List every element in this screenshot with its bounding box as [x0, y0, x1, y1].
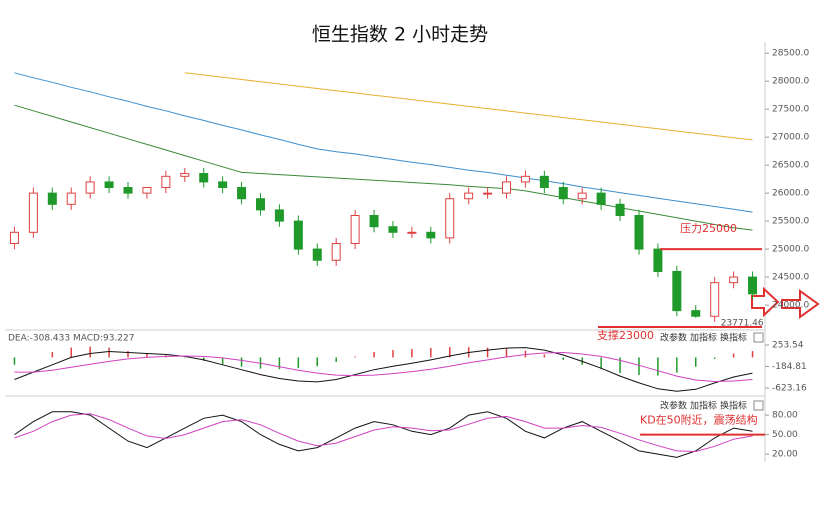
candle-body [312, 248, 322, 261]
candle-body [142, 187, 152, 194]
y-tick-label: 24500.0 [772, 273, 809, 283]
close-button [753, 332, 764, 343]
candle-body [445, 198, 455, 239]
macd-header: DEA:-308.433 MACD:93.227 [8, 334, 134, 344]
button: 换指标 [720, 332, 747, 344]
line-series [14, 72, 753, 213]
candle-body [85, 181, 95, 194]
candle-body [350, 215, 360, 244]
y-tick-label: 25500.0 [772, 217, 809, 227]
y-tick-label: 28000.0 [772, 77, 809, 87]
y-tick-label: 26000.0 [772, 189, 809, 199]
candle-body [237, 187, 247, 200]
candle-body [520, 175, 530, 183]
annotation: 压力25000 [680, 222, 737, 235]
candle-body [66, 192, 76, 205]
y-tick-label: 27500.0 [772, 105, 809, 115]
candle-body [577, 192, 587, 200]
line-series [14, 104, 753, 231]
candle-body [710, 282, 720, 317]
candle-body [123, 187, 133, 194]
candle-body [9, 231, 19, 244]
annotation: KD在50附近，震荡结构 [640, 413, 758, 427]
candle-body [369, 215, 379, 228]
candle-body [729, 276, 739, 284]
y-tick-label: 253.54 [772, 340, 804, 350]
button: 改参数 [660, 400, 687, 412]
button: 改参数 [660, 332, 687, 344]
candle-body [615, 203, 625, 217]
arrow [751, 286, 780, 318]
button: 加指标 [690, 400, 717, 412]
candle-body [407, 231, 417, 234]
line-series [184, 72, 753, 141]
line-series [14, 347, 753, 392]
annotation: 支撑23000 [597, 328, 654, 342]
y-tick-label: 27000.0 [772, 133, 809, 143]
candle-body [748, 276, 758, 295]
y-tick-label: -623.16 [772, 383, 807, 393]
y-tick-label: 50.00 [772, 430, 798, 440]
candle-body [596, 192, 606, 205]
candle-body [464, 192, 474, 200]
line-series [14, 413, 753, 453]
candle-body [180, 173, 190, 177]
chart-title: 恒生指数 2 小时走势 [312, 24, 488, 46]
button: 加指标 [690, 332, 717, 344]
candle-body [672, 270, 682, 312]
candle-body [539, 175, 549, 189]
candle-body [634, 215, 644, 250]
line-series [14, 351, 753, 383]
candle-body [483, 192, 493, 195]
candle-body [426, 231, 436, 239]
candle-body [218, 181, 228, 189]
y-tick-label: 26500.0 [772, 161, 809, 171]
button: 换指标 [720, 400, 747, 412]
low-label: 23771.46 [721, 318, 764, 328]
y-tick-label: 80.00 [772, 411, 798, 421]
candle-body [502, 181, 512, 194]
candle-body [161, 175, 171, 189]
candle-body [255, 198, 265, 211]
y-tick-label: 24000.0 [772, 301, 809, 311]
y-tick-label: 28500.0 [772, 49, 809, 59]
arrow [781, 289, 820, 319]
close-button [753, 400, 764, 411]
candle-body [199, 173, 209, 183]
candle-body [691, 310, 701, 317]
y-tick-label: 25000.0 [772, 245, 809, 255]
candle-body [331, 242, 341, 261]
y-tick-label: -184.81 [772, 362, 807, 372]
candle-body [274, 209, 284, 222]
candle-body [653, 248, 663, 272]
candle-body [104, 181, 114, 189]
candle-body [28, 192, 38, 233]
candle-body [47, 192, 57, 205]
line-series [14, 411, 753, 458]
candle-body [388, 226, 398, 233]
candle-body [293, 220, 303, 250]
candle-body [558, 187, 568, 200]
y-tick-label: 20.00 [772, 450, 798, 460]
